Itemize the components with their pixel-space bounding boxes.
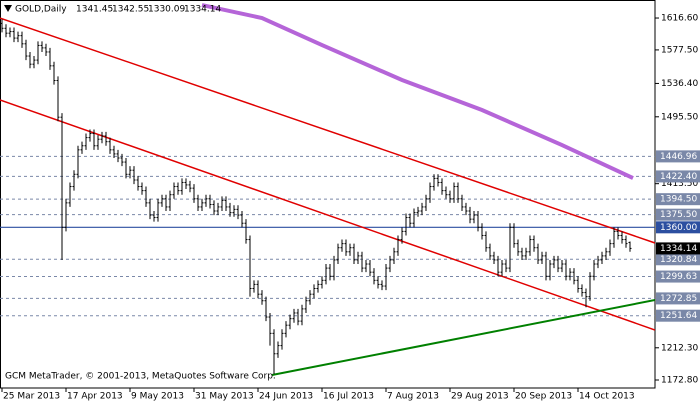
level-label: 1251.64	[660, 311, 697, 321]
y-tick-label: 1413.50	[661, 179, 698, 189]
header-low: 1330.09	[148, 5, 185, 15]
y-tick-label: 1577.50	[661, 45, 698, 55]
level-label: 1422.40	[660, 172, 697, 182]
chart-title: GOLD,Daily	[15, 5, 67, 15]
x-tick-label: 20 Sep 2013	[515, 392, 572, 402]
level-label: 1299.63	[660, 272, 697, 282]
level-label-box	[656, 309, 700, 322]
solid-level-label: 1360.00	[660, 223, 697, 233]
level-label: 1375.50	[660, 210, 697, 220]
current-price-box	[656, 242, 700, 255]
y-tick-label: 1536.40	[661, 79, 698, 89]
level-label-box	[656, 193, 700, 206]
header-open: 1341.45	[76, 5, 113, 15]
x-tick-label: 31 May 2013	[195, 392, 254, 402]
level-label-box	[656, 253, 700, 266]
x-tick-label: 14 Oct 2013	[579, 392, 635, 402]
x-tick-label: 9 May 2013	[131, 392, 184, 402]
level-label-box	[656, 150, 700, 163]
solid-level-box	[656, 221, 700, 234]
trendline	[271, 299, 655, 377]
x-tick-label: 7 Aug 2013	[387, 392, 439, 402]
x-tick-label: 29 Aug 2013	[451, 392, 509, 402]
header-close: 1334.14	[184, 5, 221, 15]
current-price-label: 1334.14	[660, 244, 697, 254]
level-label: 1272.85	[660, 294, 697, 304]
level-label: 1446.96	[660, 152, 697, 162]
y-tick-label: 1495.50	[661, 112, 698, 122]
level-label-box	[656, 292, 700, 305]
x-tick-label: 16 Jul 2013	[323, 392, 374, 402]
y-tick-label: 1172.80	[661, 376, 698, 386]
y-tick-label: 1212.30	[661, 343, 698, 353]
trendline	[201, 3, 634, 180]
symbol-icon	[4, 5, 12, 12]
header-high: 1342.55	[112, 5, 149, 15]
level-label-box	[656, 270, 700, 283]
trendline	[0, 17, 655, 244]
level-label-box	[656, 208, 700, 221]
level-label: 1394.50	[660, 195, 697, 205]
plot	[0, 3, 655, 377]
plot-frame	[0, 0, 656, 389]
trendline	[0, 99, 655, 331]
x-tick-label: 25 Mar 2013	[3, 392, 60, 402]
level-label: 1320.84	[660, 255, 697, 265]
x-tick-label: 17 Apr 2013	[67, 392, 123, 402]
y-tick-label: 1616.60	[661, 14, 698, 24]
watermark: GCM MetaTrader, © 2001-2013, MetaQuotes …	[5, 372, 276, 382]
x-tick-label: 24 Jun 2013	[259, 392, 313, 402]
level-label-box	[656, 170, 700, 183]
